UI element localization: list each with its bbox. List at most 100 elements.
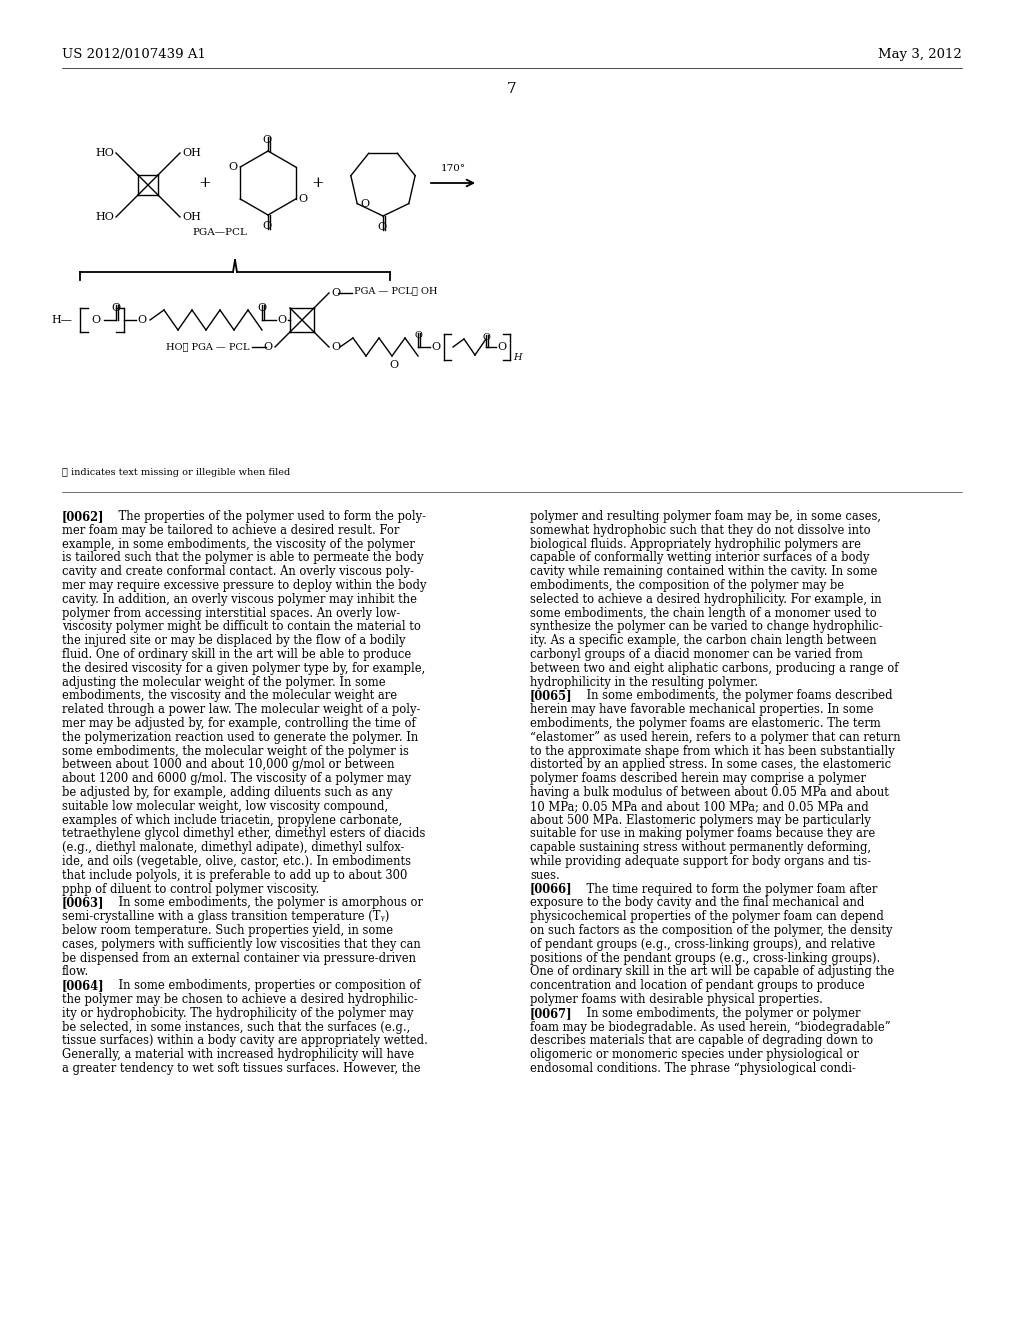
Text: mer may be adjusted by, for example, controlling the time of: mer may be adjusted by, for example, con…	[62, 717, 416, 730]
Text: May 3, 2012: May 3, 2012	[879, 48, 962, 61]
Text: flow.: flow.	[62, 965, 89, 978]
Text: O: O	[331, 342, 340, 352]
Text: embodiments, the viscosity and the molecular weight are: embodiments, the viscosity and the molec…	[62, 689, 397, 702]
Text: cavity while remaining contained within the cavity. In some: cavity while remaining contained within …	[530, 565, 878, 578]
Text: (e.g., diethyl malonate, dimethyl adipate), dimethyl sulfox-: (e.g., diethyl malonate, dimethyl adipat…	[62, 841, 404, 854]
Text: HOⓒ PGA — PCL: HOⓒ PGA — PCL	[167, 342, 250, 351]
Text: oligomeric or monomeric species under physiological or: oligomeric or monomeric species under ph…	[530, 1048, 859, 1061]
Text: biological fluids. Appropriately hydrophilic polymers are: biological fluids. Appropriately hydroph…	[530, 537, 861, 550]
Text: O: O	[278, 315, 287, 325]
Text: examples of which include triacetin, propylene carbonate,: examples of which include triacetin, pro…	[62, 813, 402, 826]
Text: The time required to form the polymer foam after: The time required to form the polymer fo…	[574, 883, 878, 895]
Text: In some embodiments, the polymer or polymer: In some embodiments, the polymer or poly…	[574, 1007, 860, 1020]
Text: polymer foams with desirable physical properties.: polymer foams with desirable physical pr…	[530, 993, 823, 1006]
Text: the polymer may be chosen to achieve a desired hydrophilic-: the polymer may be chosen to achieve a d…	[62, 993, 418, 1006]
Text: PGA—PCL: PGA—PCL	[193, 228, 248, 238]
Text: some embodiments, the molecular weight of the polymer is: some embodiments, the molecular weight o…	[62, 744, 409, 758]
Text: cavity. In addition, an overly viscous polymer may inhibit the: cavity. In addition, an overly viscous p…	[62, 593, 417, 606]
Text: be selected, in some instances, such that the surfaces (e.g.,: be selected, in some instances, such tha…	[62, 1020, 411, 1034]
Text: a greater tendency to wet soft tissues surfaces. However, the: a greater tendency to wet soft tissues s…	[62, 1063, 421, 1074]
Text: O: O	[299, 194, 308, 205]
Text: O: O	[360, 198, 370, 209]
Text: [0066]: [0066]	[530, 883, 572, 895]
Text: concentration and location of pendant groups to produce: concentration and location of pendant gr…	[530, 979, 864, 993]
Text: somewhat hydrophobic such that they do not dissolve into: somewhat hydrophobic such that they do n…	[530, 524, 870, 537]
Text: about 1200 and 6000 g/mol. The viscosity of a polymer may: about 1200 and 6000 g/mol. The viscosity…	[62, 772, 411, 785]
Text: O: O	[91, 315, 100, 325]
Text: about 500 MPa. Elastomeric polymers may be particularly: about 500 MPa. Elastomeric polymers may …	[530, 813, 870, 826]
Text: tissue surfaces) within a body cavity are appropriately wetted.: tissue surfaces) within a body cavity ar…	[62, 1035, 428, 1047]
Text: while providing adequate support for body organs and tis-: while providing adequate support for bod…	[530, 855, 871, 869]
Text: the injured site or may be displaced by the flow of a bodily: the injured site or may be displaced by …	[62, 634, 406, 647]
Text: 170°: 170°	[440, 164, 466, 173]
Text: mer may require excessive pressure to deploy within the body: mer may require excessive pressure to de…	[62, 579, 427, 591]
Text: [0063]: [0063]	[62, 896, 104, 909]
Text: synthesize the polymer can be varied to change hydrophilic-: synthesize the polymer can be varied to …	[530, 620, 883, 634]
Text: “elastomer” as used herein, refers to a polymer that can return: “elastomer” as used herein, refers to a …	[530, 731, 901, 743]
Text: endosomal conditions. The phrase “physiological condi-: endosomal conditions. The phrase “physio…	[530, 1063, 856, 1074]
Text: suitable low molecular weight, low viscosity compound,: suitable low molecular weight, low visco…	[62, 800, 388, 813]
Text: hydrophilicity in the resulting polymer.: hydrophilicity in the resulting polymer.	[530, 676, 758, 689]
Text: O: O	[389, 360, 398, 370]
Text: mer foam may be tailored to achieve a desired result. For: mer foam may be tailored to achieve a de…	[62, 524, 399, 537]
Text: be adjusted by, for example, adding diluents such as any: be adjusted by, for example, adding dilu…	[62, 785, 392, 799]
Text: distorted by an applied stress. In some cases, the elastomeric: distorted by an applied stress. In some …	[530, 759, 891, 771]
Text: In some embodiments, the polymer is amorphous or: In some embodiments, the polymer is amor…	[106, 896, 423, 909]
Text: O: O	[228, 162, 238, 172]
Text: 7: 7	[507, 82, 517, 96]
Text: exposure to the body cavity and the final mechanical and: exposure to the body cavity and the fina…	[530, 896, 864, 909]
Text: O: O	[262, 135, 271, 145]
Text: that include polyols, it is preferable to add up to about 300: that include polyols, it is preferable t…	[62, 869, 408, 882]
Text: cavity and create conformal contact. An overly viscous poly-: cavity and create conformal contact. An …	[62, 565, 414, 578]
Text: O: O	[257, 304, 266, 313]
Text: capable sustaining stress without permanently deforming,: capable sustaining stress without perman…	[530, 841, 871, 854]
Text: One of ordinary skill in the art will be capable of adjusting the: One of ordinary skill in the art will be…	[530, 965, 894, 978]
Text: on such factors as the composition of the polymer, the density: on such factors as the composition of th…	[530, 924, 893, 937]
Text: ity. As a specific example, the carbon chain length between: ity. As a specific example, the carbon c…	[530, 634, 877, 647]
Text: [0062]: [0062]	[62, 510, 104, 523]
Text: between two and eight aliphatic carbons, producing a range of: between two and eight aliphatic carbons,…	[530, 661, 898, 675]
Text: [0065]: [0065]	[530, 689, 572, 702]
Text: O: O	[498, 342, 507, 352]
Text: O: O	[378, 222, 387, 232]
Text: below room temperature. Such properties yield, in some: below room temperature. Such properties …	[62, 924, 393, 937]
Text: is tailored such that the polymer is able to permeate the body: is tailored such that the polymer is abl…	[62, 552, 424, 565]
Text: cases, polymers with sufficiently low viscosities that they can: cases, polymers with sufficiently low vi…	[62, 937, 421, 950]
Text: herein may have favorable mechanical properties. In some: herein may have favorable mechanical pro…	[530, 704, 873, 717]
Text: sues.: sues.	[530, 869, 560, 882]
Text: between about 1000 and about 10,000 g/mol or between: between about 1000 and about 10,000 g/mo…	[62, 759, 394, 771]
Text: +: +	[199, 176, 211, 190]
Text: The properties of the polymer used to form the poly-: The properties of the polymer used to fo…	[106, 510, 426, 523]
Text: tetraethylene glycol dimethyl ether, dimethyl esters of diacids: tetraethylene glycol dimethyl ether, dim…	[62, 828, 425, 841]
Text: related through a power law. The molecular weight of a poly-: related through a power law. The molecul…	[62, 704, 421, 717]
Text: ide, and oils (vegetable, olive, castor, etc.). In embodiments: ide, and oils (vegetable, olive, castor,…	[62, 855, 411, 869]
Text: adjusting the molecular weight of the polymer. In some: adjusting the molecular weight of the po…	[62, 676, 386, 689]
Text: describes materials that are capable of degrading down to: describes materials that are capable of …	[530, 1035, 873, 1047]
Text: viscosity polymer might be difficult to contain the material to: viscosity polymer might be difficult to …	[62, 620, 421, 634]
Text: OH: OH	[182, 213, 201, 222]
Text: of pendant groups (e.g., cross-linking groups), and relative: of pendant groups (e.g., cross-linking g…	[530, 937, 876, 950]
Text: OH: OH	[182, 148, 201, 158]
Text: fluid. One of ordinary skill in the art will be able to produce: fluid. One of ordinary skill in the art …	[62, 648, 412, 661]
Text: polymer and resulting polymer foam may be, in some cases,: polymer and resulting polymer foam may b…	[530, 510, 881, 523]
Text: In some embodiments, properties or composition of: In some embodiments, properties or compo…	[106, 979, 421, 993]
Text: PGA — PCLⓒ OH: PGA — PCLⓒ OH	[354, 286, 437, 296]
Text: be dispensed from an external container via pressure-driven: be dispensed from an external container …	[62, 952, 416, 965]
Text: example, in some embodiments, the viscosity of the polymer: example, in some embodiments, the viscos…	[62, 537, 415, 550]
Text: some embodiments, the chain length of a monomer used to: some embodiments, the chain length of a …	[530, 607, 877, 619]
Text: ity or hydrophobicity. The hydrophilicity of the polymer may: ity or hydrophobicity. The hydrophilicit…	[62, 1007, 414, 1020]
Text: to the approximate shape from which it has been substantially: to the approximate shape from which it h…	[530, 744, 895, 758]
Text: foam may be biodegradable. As used herein, “biodegradable”: foam may be biodegradable. As used herei…	[530, 1020, 891, 1034]
Text: HO: HO	[95, 213, 114, 222]
Text: O: O	[482, 333, 489, 342]
Text: physicochemical properties of the polymer foam can depend: physicochemical properties of the polyme…	[530, 911, 884, 923]
Text: pphp of diluent to control polymer viscosity.: pphp of diluent to control polymer visco…	[62, 883, 319, 895]
Text: US 2012/0107439 A1: US 2012/0107439 A1	[62, 48, 206, 61]
Text: embodiments, the composition of the polymer may be: embodiments, the composition of the poly…	[530, 579, 844, 591]
Text: +: +	[311, 176, 325, 190]
Text: semi-crystalline with a glass transition temperature (Tᵧ): semi-crystalline with a glass transition…	[62, 911, 389, 923]
Text: H—: H—	[51, 315, 72, 325]
Text: O: O	[137, 315, 146, 325]
Text: O: O	[112, 304, 121, 313]
Text: polymer from accessing interstitial spaces. An overly low-: polymer from accessing interstitial spac…	[62, 607, 400, 619]
